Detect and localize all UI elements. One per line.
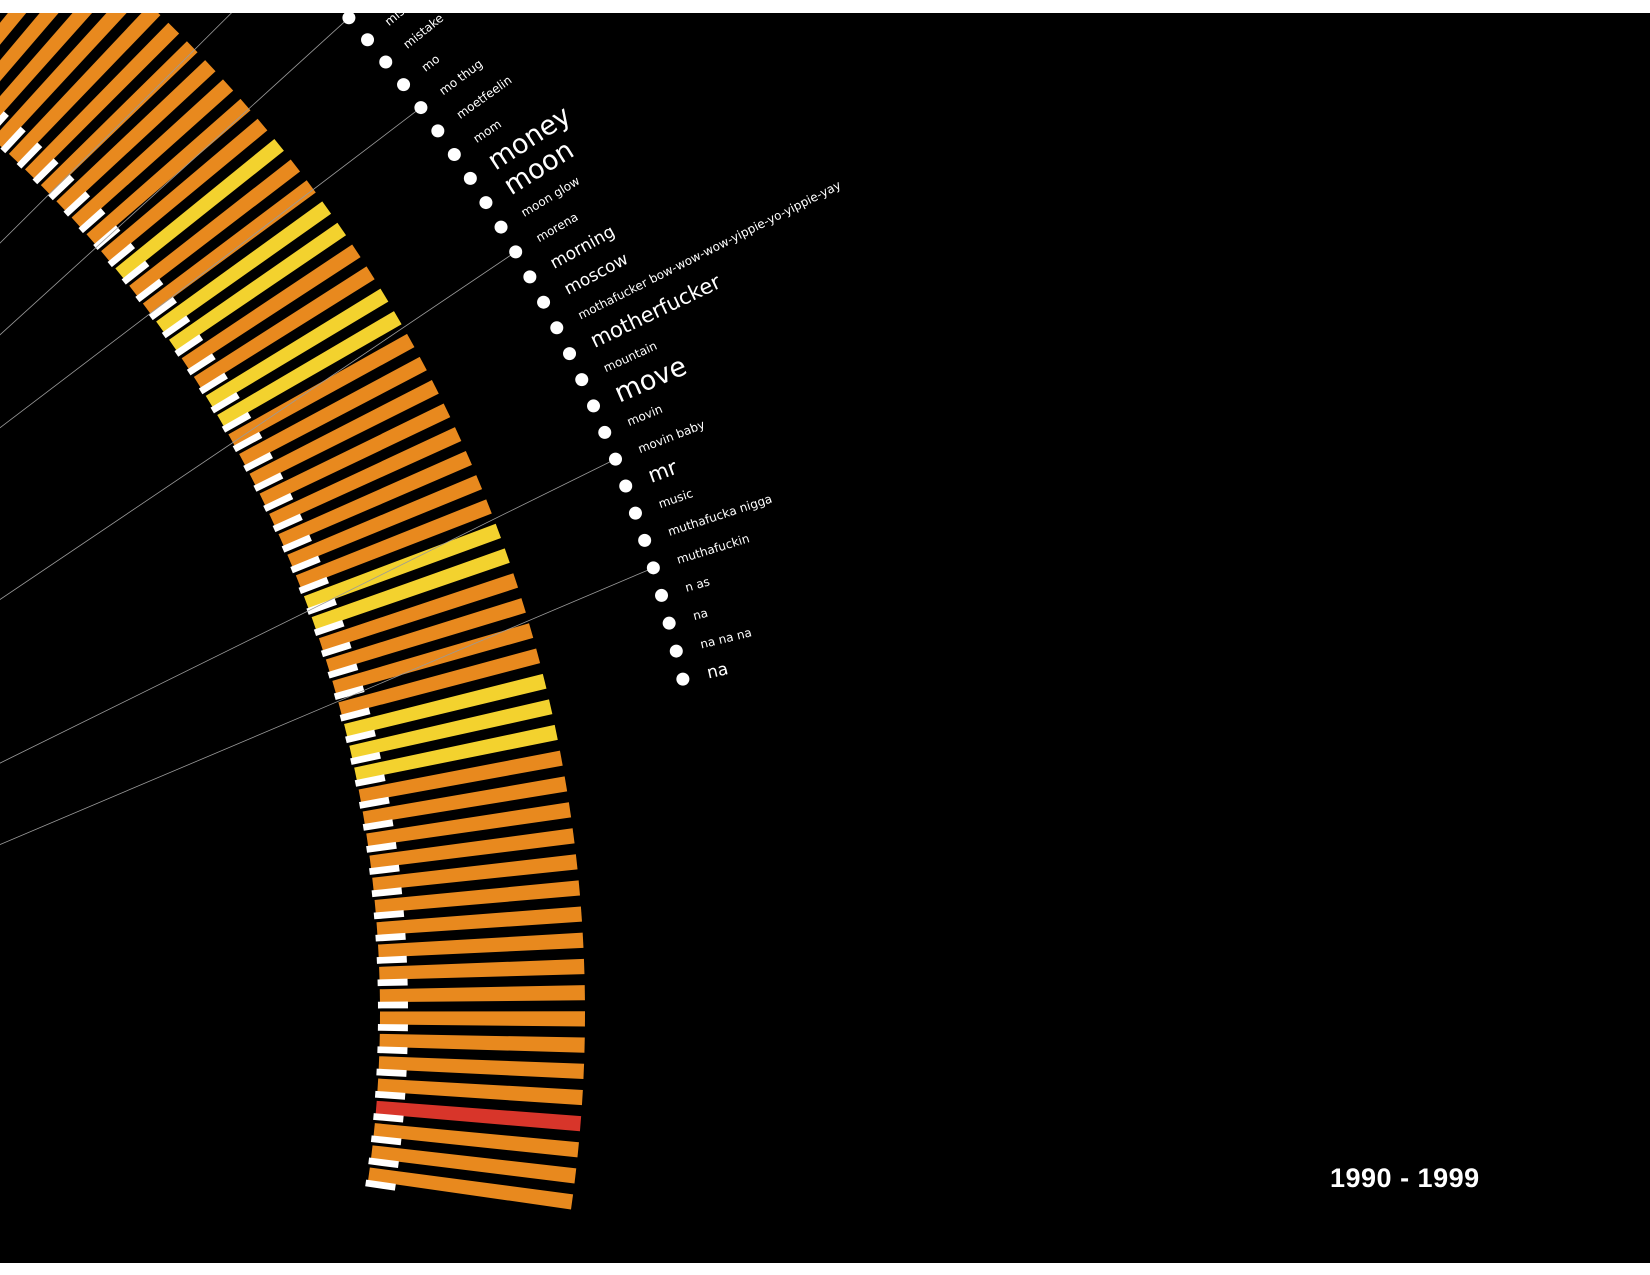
word-label: mothafucker bow-wow-wow-yippie-yo-yippie…	[576, 178, 844, 322]
word-dot	[523, 270, 536, 283]
word-label: n as	[683, 574, 711, 594]
word-dot	[431, 124, 444, 137]
word-label: mr	[645, 455, 681, 488]
word-dot	[609, 453, 622, 466]
word-dot	[479, 196, 492, 209]
word-label: na	[705, 659, 730, 683]
word-dot	[663, 617, 676, 630]
word-label: mo thug	[437, 57, 486, 98]
word-dot	[638, 534, 651, 547]
word-dot	[647, 561, 660, 574]
ring-segment	[377, 907, 582, 936]
word-dot	[629, 507, 642, 520]
ring-segment	[379, 1056, 584, 1079]
word-label: mo	[419, 52, 443, 75]
ring-segment	[378, 933, 583, 958]
word-label: muthafuckin	[675, 531, 751, 566]
word-dot	[379, 56, 392, 69]
word-dot	[550, 321, 563, 334]
word-dot	[448, 148, 461, 161]
word-dot	[397, 78, 410, 91]
ring-segment	[379, 959, 584, 980]
ring-segment-gap	[378, 979, 408, 987]
word-dot	[414, 101, 427, 114]
word-dot	[464, 172, 477, 185]
word-dot	[575, 373, 588, 386]
ring-segment	[380, 1011, 585, 1026]
ring-segment-gap	[377, 1046, 407, 1054]
ring-segments	[0, 13, 585, 1209]
word-label: movin	[625, 402, 665, 429]
word-label: music	[657, 486, 695, 511]
visualization-canvas: m cm csmackmakesmanman godmarchmariamari…	[0, 13, 1650, 1263]
word-dot	[598, 426, 611, 439]
word-dot	[655, 589, 668, 602]
ring-segment	[377, 1079, 582, 1106]
ring-segment	[380, 985, 585, 1002]
word-dot	[342, 13, 355, 24]
word-dot	[563, 347, 576, 360]
word-dot	[361, 33, 374, 46]
word-dot	[676, 673, 689, 686]
ring-segment	[0, 13, 102, 118]
word-dot	[619, 480, 632, 493]
decade-caption: 1990 - 1999	[1330, 1163, 1480, 1194]
word-dot	[587, 399, 600, 412]
word-label: morena	[534, 210, 581, 245]
word-dot	[509, 245, 522, 258]
word-dot	[670, 645, 683, 658]
word-label: na na na	[699, 625, 753, 651]
ring-segment-gap	[378, 1001, 408, 1008]
ring-segment-gap	[377, 956, 407, 964]
word-dot	[495, 221, 508, 234]
word-dot	[537, 296, 550, 309]
word-label: mistake	[401, 13, 447, 51]
ring-segment	[380, 1034, 585, 1053]
word-label: na	[691, 606, 709, 623]
word-label: movin baby	[636, 417, 707, 456]
word-ring: m cm csmackmakesmanman godmarchmariamari…	[0, 13, 1650, 1263]
ring-segment-gap	[376, 1069, 406, 1077]
ring-segment-gap	[378, 1024, 408, 1031]
